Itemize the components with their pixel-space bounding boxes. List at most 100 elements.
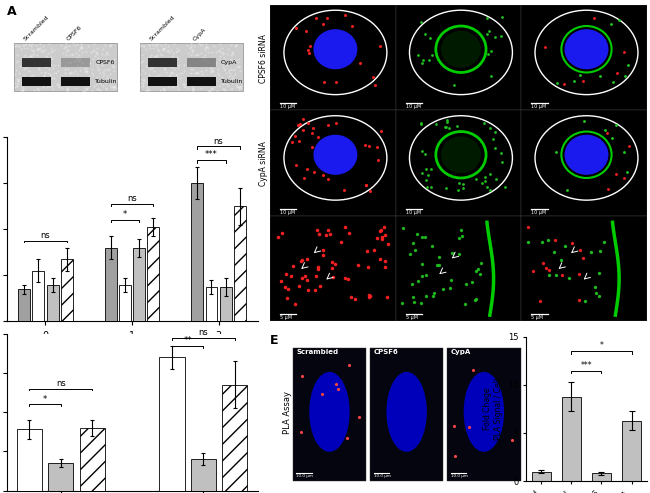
Point (94, 78, 104, 86)
Point (28, 57, 38, 65)
Text: 5 μM: 5 μM (531, 315, 543, 320)
Point (96, 80, 107, 88)
Point (182, 84, 192, 92)
Text: ***: *** (205, 150, 218, 159)
Point (591, 289, 601, 297)
Point (218, 85, 228, 93)
Point (135, 83, 146, 91)
Point (21, 54, 31, 62)
Point (75, 66, 86, 73)
Point (139, 75, 150, 83)
Point (170, 70, 181, 78)
Point (14, 69, 25, 77)
Point (34, 40, 45, 48)
Point (66, 50, 77, 58)
Bar (191, 459, 216, 491)
Point (624, 142, 634, 150)
Point (306, 129, 317, 137)
Point (79, 87, 89, 95)
Point (287, 138, 297, 145)
Bar (14, 43, 117, 91)
Point (85, 59, 96, 67)
Point (477, 179, 488, 187)
Point (103, 58, 113, 66)
Point (168, 73, 178, 81)
Point (106, 41, 116, 49)
Point (237, 77, 247, 85)
Point (32, 44, 42, 52)
Bar (220, 287, 232, 321)
Point (484, 186, 495, 194)
Point (15, 63, 25, 70)
Text: CypA: CypA (451, 350, 471, 355)
Point (339, 223, 350, 231)
Bar (61, 259, 73, 321)
Point (77, 48, 88, 56)
Point (191, 58, 202, 66)
Point (62, 87, 73, 95)
Point (83, 42, 94, 50)
Text: Scrambled: Scrambled (296, 350, 339, 355)
Point (319, 78, 330, 86)
Point (9, 42, 20, 50)
Point (222, 80, 232, 88)
Point (161, 68, 172, 76)
Point (209, 74, 220, 82)
Point (92, 63, 103, 70)
Point (564, 274, 574, 282)
Point (432, 261, 442, 269)
Point (574, 296, 584, 304)
Point (174, 61, 185, 69)
Point (318, 171, 328, 179)
Point (296, 274, 307, 282)
Point (313, 263, 323, 271)
Point (74, 56, 85, 64)
Point (575, 246, 586, 254)
Bar (119, 284, 131, 321)
Point (138, 76, 149, 84)
Point (146, 64, 156, 71)
Point (353, 261, 363, 269)
Point (187, 82, 198, 90)
Bar (187, 77, 216, 86)
Point (201, 62, 211, 70)
Point (410, 246, 420, 254)
Point (374, 42, 385, 50)
Point (235, 68, 245, 75)
Point (589, 14, 599, 22)
Point (81, 48, 92, 56)
Point (105, 70, 115, 78)
Point (419, 234, 430, 242)
Point (109, 85, 119, 93)
Point (218, 55, 229, 63)
Point (101, 58, 112, 66)
Point (74, 44, 85, 52)
Bar (148, 58, 177, 67)
Point (147, 64, 157, 71)
Point (172, 53, 182, 61)
Point (62, 85, 73, 93)
Point (158, 44, 168, 52)
Point (456, 226, 467, 234)
Point (528, 267, 538, 275)
Point (207, 48, 217, 56)
Bar (447, 348, 521, 481)
Point (164, 56, 175, 64)
Point (427, 243, 437, 250)
Point (60, 61, 70, 69)
Point (450, 452, 460, 460)
Point (18, 41, 29, 49)
Point (198, 54, 208, 62)
Point (40, 70, 50, 77)
Point (81, 69, 91, 76)
Point (473, 265, 483, 273)
Point (149, 53, 159, 61)
Point (306, 41, 316, 49)
Point (16, 45, 26, 53)
Point (482, 183, 492, 191)
Ellipse shape (313, 29, 358, 70)
Point (236, 82, 246, 90)
Point (101, 49, 112, 57)
Point (61, 48, 72, 56)
Point (207, 67, 217, 74)
